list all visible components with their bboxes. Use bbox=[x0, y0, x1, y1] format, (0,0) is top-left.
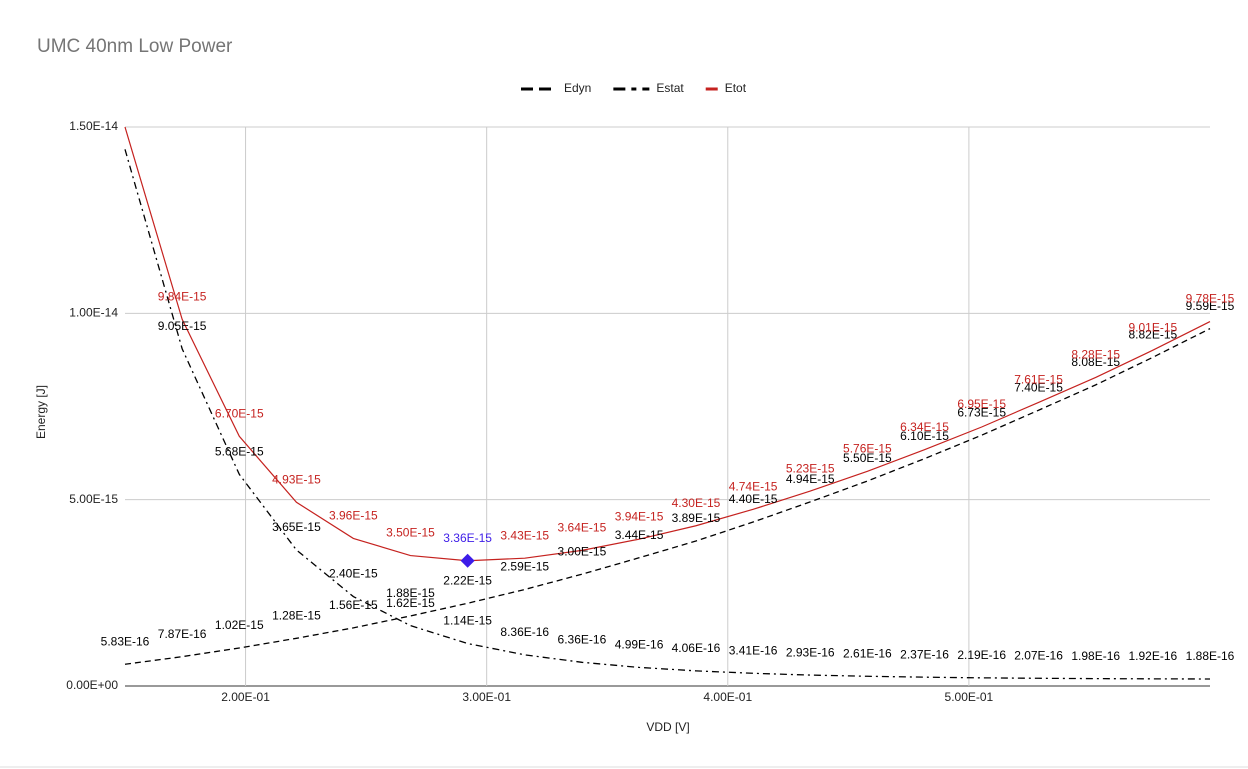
data-label: 5.83E-16 bbox=[101, 634, 150, 648]
data-label: 9.05E-15 bbox=[158, 319, 207, 333]
data-label: 3.41E-16 bbox=[729, 643, 778, 657]
highlight-point bbox=[460, 553, 475, 568]
y-axis-label: Energy [J] bbox=[34, 385, 48, 439]
data-label: 4.94E-15 bbox=[786, 472, 835, 486]
data-label: 3.43E-15 bbox=[500, 528, 549, 542]
data-label: 3.64E-15 bbox=[558, 521, 607, 535]
y-tick-label: 1.50E-14 bbox=[69, 119, 118, 133]
data-label: 1.62E-15 bbox=[386, 596, 435, 610]
x-axis-label: VDD [V] bbox=[646, 720, 689, 734]
data-label: 8.08E-15 bbox=[1071, 355, 1120, 369]
data-label: 3.94E-15 bbox=[615, 509, 664, 523]
data-label: 7.61E-15 bbox=[1014, 373, 1063, 387]
data-label: 1.28E-15 bbox=[272, 608, 321, 622]
data-label: 3.00E-15 bbox=[558, 544, 607, 558]
data-label: 4.06E-16 bbox=[672, 641, 721, 655]
data-label: 6.34E-15 bbox=[900, 420, 949, 434]
data-label: 3.65E-15 bbox=[272, 520, 321, 534]
data-label: 2.40E-15 bbox=[329, 567, 378, 581]
data-label: 4.40E-15 bbox=[729, 492, 778, 506]
y-tick-label: 5.00E-15 bbox=[69, 492, 118, 506]
data-label: 2.19E-16 bbox=[957, 648, 1006, 662]
data-label: 2.59E-15 bbox=[500, 560, 549, 574]
y-tick-label: 1.00E-14 bbox=[69, 306, 118, 320]
data-label: 9.84E-15 bbox=[158, 289, 207, 303]
data-label: 2.37E-16 bbox=[900, 647, 949, 661]
data-label: 9.59E-15 bbox=[1186, 299, 1235, 313]
data-label: 4.99E-16 bbox=[615, 638, 664, 652]
data-label: 4.93E-15 bbox=[272, 472, 321, 486]
data-label: 3.96E-15 bbox=[329, 509, 378, 523]
legend-label: Estat bbox=[656, 81, 684, 95]
legend-label: Etot bbox=[725, 81, 747, 95]
chart-title: UMC 40nm Low Power bbox=[37, 36, 233, 57]
data-label: 5.50E-15 bbox=[843, 451, 892, 465]
data-label: 8.36E-16 bbox=[500, 625, 549, 639]
x-tick-label: 2.00E-01 bbox=[221, 690, 270, 704]
x-tick-label: 5.00E-01 bbox=[945, 690, 994, 704]
legend-label: Edyn bbox=[564, 81, 591, 95]
data-label: 2.07E-16 bbox=[1014, 648, 1063, 662]
data-label: 3.50E-15 bbox=[386, 526, 435, 540]
data-label: 5.23E-15 bbox=[786, 461, 835, 475]
data-label: 8.28E-15 bbox=[1071, 348, 1120, 362]
data-label: 5.76E-15 bbox=[843, 442, 892, 456]
data-label: 1.02E-15 bbox=[215, 618, 264, 632]
data-label: 1.88E-16 bbox=[1186, 649, 1235, 663]
data-label: 5.68E-15 bbox=[215, 444, 264, 458]
data-label: 1.56E-15 bbox=[329, 598, 378, 612]
data-label: 2.22E-15 bbox=[443, 573, 492, 587]
data-label: 4.74E-15 bbox=[729, 480, 778, 494]
data-label: 3.36E-15 bbox=[443, 531, 492, 545]
data-label: 3.89E-15 bbox=[672, 511, 721, 525]
series-line bbox=[124, 126, 1211, 562]
data-label: 8.82E-15 bbox=[1129, 327, 1178, 341]
data-label: 2.61E-16 bbox=[843, 646, 892, 660]
data-label: 1.98E-16 bbox=[1071, 649, 1120, 663]
data-label: 6.73E-15 bbox=[957, 405, 1006, 419]
data-label: 9.01E-15 bbox=[1129, 320, 1178, 334]
data-label: 2.93E-16 bbox=[786, 645, 835, 659]
series-line bbox=[124, 149, 1211, 680]
data-label: 7.40E-15 bbox=[1014, 380, 1063, 394]
data-label: 6.10E-15 bbox=[900, 429, 949, 443]
data-label: 1.88E-15 bbox=[386, 586, 435, 600]
data-label: 1.14E-15 bbox=[443, 614, 492, 628]
data-label: 7.87E-16 bbox=[158, 627, 207, 641]
data-label: 1.92E-16 bbox=[1129, 649, 1178, 663]
data-label: 6.36E-16 bbox=[558, 632, 607, 646]
data-label: 9.78E-15 bbox=[1186, 292, 1235, 306]
data-label: 3.44E-15 bbox=[615, 528, 664, 542]
x-tick-label: 3.00E-01 bbox=[462, 690, 511, 704]
data-label: 6.95E-15 bbox=[957, 397, 1006, 411]
series-line bbox=[124, 328, 1211, 665]
x-tick-label: 4.00E-01 bbox=[703, 690, 752, 704]
data-label: 4.30E-15 bbox=[672, 496, 721, 510]
y-tick-label: 0.00E+00 bbox=[66, 678, 118, 692]
data-label: 6.70E-15 bbox=[215, 406, 264, 420]
